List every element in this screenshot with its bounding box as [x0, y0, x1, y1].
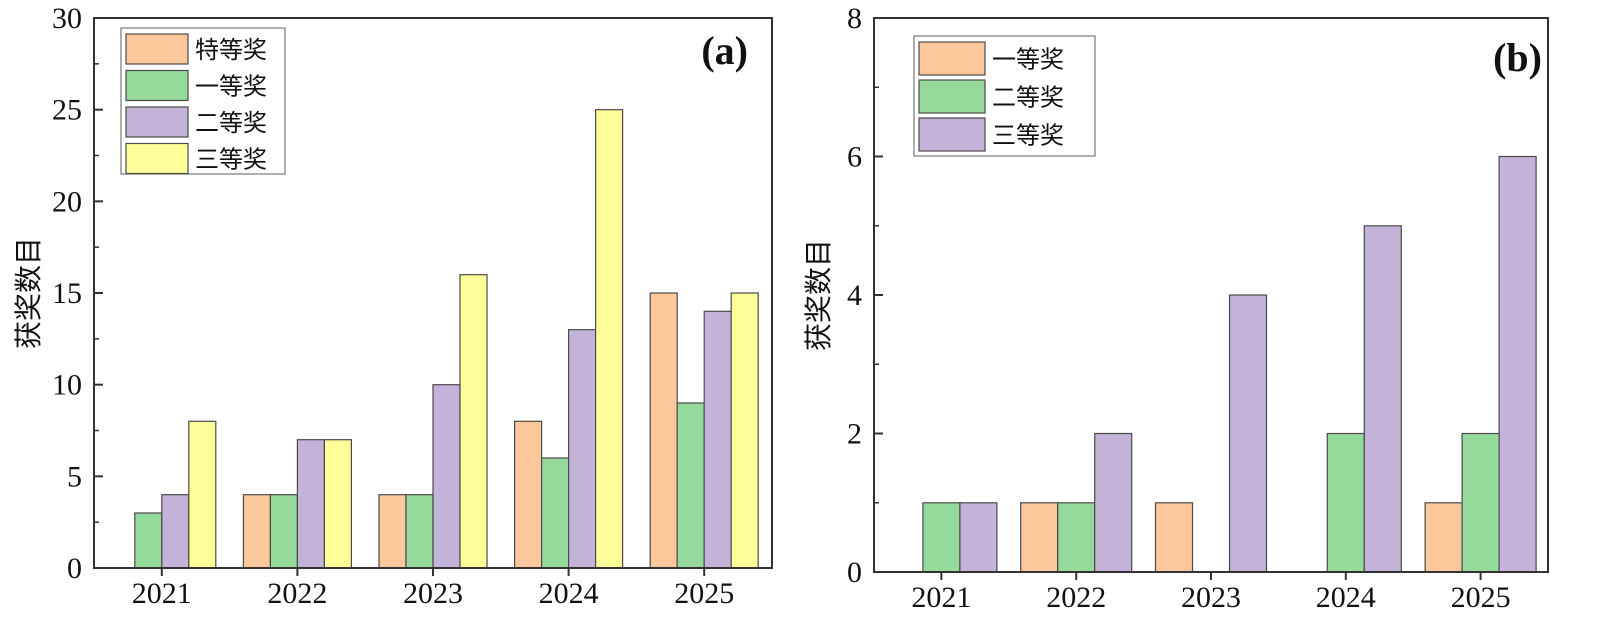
bar	[540, 457, 570, 569]
bar	[269, 494, 298, 569]
panel-label: (b)	[1493, 35, 1542, 80]
bar	[1154, 502, 1194, 573]
bar	[432, 384, 461, 569]
bar	[405, 494, 434, 569]
x-tick-label: 2021	[911, 581, 971, 614]
y-tick-label: 10	[52, 369, 82, 402]
y-tick-label: 5	[67, 460, 82, 493]
bar	[703, 310, 732, 569]
legend-swatch	[918, 41, 986, 76]
y-axis-label: 获奖数目	[12, 237, 45, 349]
y-tick-label: 4	[847, 279, 862, 312]
legend-swatch	[125, 106, 189, 138]
bar	[134, 512, 163, 569]
y-tick-label: 8	[847, 2, 862, 35]
panel-label: (a)	[701, 28, 748, 73]
bar	[378, 494, 407, 569]
bar	[649, 292, 678, 569]
legend-label: 二等奖	[992, 84, 1064, 112]
bar	[1424, 502, 1463, 573]
y-tick-label: 20	[52, 185, 82, 218]
bar	[1461, 432, 1500, 573]
y-tick-label: 0	[67, 552, 82, 585]
legend-swatch	[125, 142, 189, 175]
y-tick-label: 15	[52, 277, 82, 310]
bar	[922, 502, 961, 573]
x-tick-label: 2022	[267, 577, 327, 610]
bar	[188, 420, 217, 569]
bar	[296, 439, 325, 569]
bar	[242, 494, 271, 569]
legend-label: 三等奖	[992, 122, 1064, 150]
bar	[161, 494, 190, 569]
y-tick-label: 30	[52, 2, 82, 35]
legend-swatch	[918, 117, 986, 152]
x-tick-label: 2022	[1046, 581, 1106, 614]
y-tick-label: 0	[847, 556, 862, 589]
bar	[1363, 225, 1402, 573]
x-tick-label: 2023	[1181, 581, 1241, 614]
legend-label: 特等奖	[195, 36, 267, 64]
y-tick-label: 2	[847, 418, 862, 451]
legend-label: 一等奖	[195, 73, 267, 101]
bar	[567, 329, 597, 569]
x-tick-label: 2023	[403, 577, 463, 610]
bar	[1228, 294, 1268, 573]
bar	[1094, 432, 1133, 573]
bar	[1020, 502, 1059, 573]
bar	[459, 274, 488, 569]
x-tick-label: 2024	[1316, 581, 1376, 614]
legend-swatch	[125, 33, 189, 65]
legend-swatch	[918, 79, 986, 114]
x-tick-label: 2021	[132, 577, 192, 610]
bar	[676, 402, 705, 569]
bar	[1326, 432, 1365, 573]
y-tick-label: 25	[52, 94, 82, 127]
legend-swatch	[125, 69, 189, 102]
bar	[730, 292, 759, 569]
x-tick-label: 2024	[539, 577, 599, 610]
legend-label: 一等奖	[992, 46, 1064, 74]
x-tick-label: 2025	[674, 577, 734, 610]
bar	[959, 502, 998, 573]
bar	[594, 109, 624, 569]
x-tick-label: 2025	[1451, 581, 1511, 614]
y-axis-label: 获奖数目	[802, 239, 835, 351]
legend-label: 三等奖	[195, 146, 267, 174]
bar	[1498, 155, 1537, 573]
bar	[323, 439, 352, 569]
bar	[1057, 502, 1096, 573]
y-tick-label: 6	[847, 141, 862, 174]
legend-label: 二等奖	[195, 109, 267, 137]
bar	[513, 420, 543, 569]
